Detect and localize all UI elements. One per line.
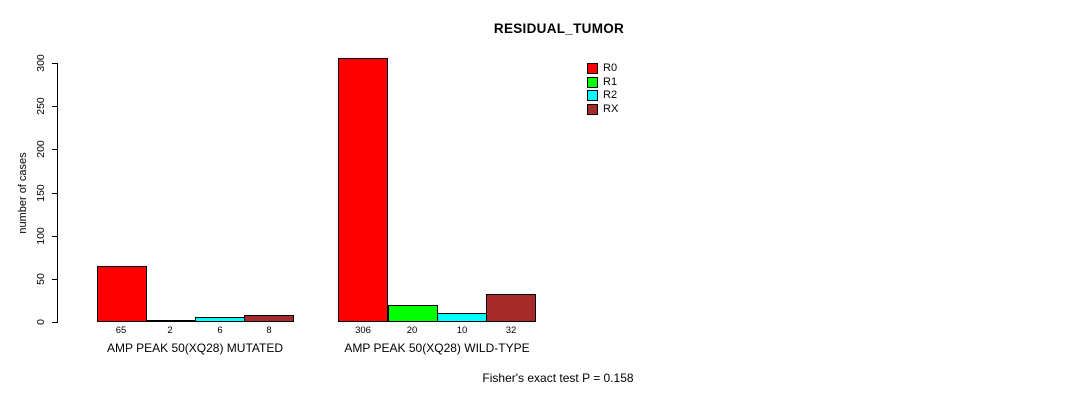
- legend-label: RX: [603, 103, 619, 115]
- y-tick-label: 100: [35, 227, 47, 245]
- bar-rx-group2: [486, 294, 536, 322]
- y-tick-mark: [52, 279, 58, 280]
- y-tick-label: 50: [35, 273, 47, 285]
- bar-rx-group1: [244, 315, 294, 322]
- y-tick-label: 150: [35, 184, 47, 202]
- bar-value-label: 2: [167, 325, 173, 336]
- stat-annotation: Fisher's exact test P = 0.158: [482, 371, 634, 385]
- legend-label: R0: [603, 62, 618, 74]
- bar-value-label: 306: [355, 325, 371, 336]
- bar-r1-group1: [146, 320, 196, 322]
- legend-swatch-r0: [587, 63, 598, 74]
- y-axis-label: number of cases: [17, 152, 29, 234]
- bar-value-label: 10: [456, 325, 468, 336]
- category-label: AMP PEAK 50(XQ28) MUTATED: [106, 341, 284, 355]
- legend-swatch-r1: [587, 77, 598, 88]
- y-tick-label: 0: [35, 319, 47, 325]
- y-tick-mark: [52, 322, 58, 323]
- legend-swatch-r2: [587, 90, 598, 101]
- bar-value-label: 20: [406, 325, 418, 336]
- bar-value-label: 65: [115, 325, 127, 336]
- y-tick-mark: [52, 63, 58, 64]
- bar-value-label: 8: [266, 325, 272, 336]
- chart-title: RESIDUAL_TUMOR: [493, 21, 625, 36]
- y-tick-mark: [52, 193, 58, 194]
- y-tick-label: 300: [35, 54, 47, 72]
- legend-label: R2: [603, 89, 618, 101]
- y-tick-mark: [52, 149, 58, 150]
- bar-r1-group2: [388, 305, 438, 322]
- category-label: AMP PEAK 50(XQ28) WILD-TYPE: [344, 341, 530, 355]
- bar-value-label: 6: [217, 325, 223, 336]
- y-tick-mark: [52, 236, 58, 237]
- bar-value-label: 32: [505, 325, 517, 336]
- y-tick-label: 200: [35, 140, 47, 158]
- bar-r0-group1: [97, 266, 147, 322]
- bar-r2-group2: [437, 313, 487, 322]
- y-tick-mark: [52, 106, 58, 107]
- y-tick-label: 250: [35, 97, 47, 115]
- bar-r2-group1: [195, 317, 245, 322]
- legend-swatch-rx: [587, 104, 598, 115]
- legend-label: R1: [603, 76, 618, 88]
- bar-r0-group2: [338, 58, 388, 322]
